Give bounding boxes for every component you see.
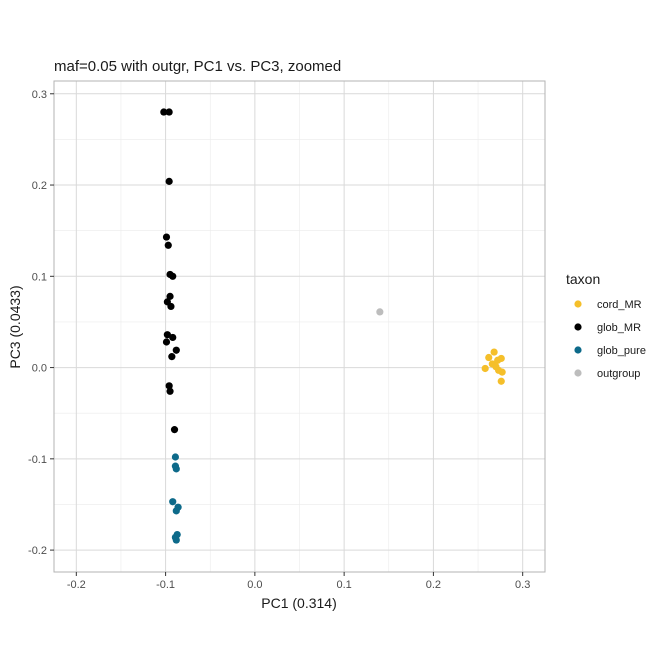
y-tick-label: 0.2 bbox=[32, 180, 47, 192]
data-point bbox=[172, 507, 180, 515]
data-point bbox=[169, 498, 177, 506]
legend-label: outgroup bbox=[597, 368, 640, 380]
legend-label: cord_MR bbox=[597, 299, 642, 311]
scatter-points bbox=[160, 108, 506, 544]
legend-item: glob_MR bbox=[574, 322, 641, 334]
y-tick-label: -0.2 bbox=[28, 545, 47, 557]
chart-title: maf=0.05 with outgr, PC1 vs. PC3, zoomed bbox=[54, 58, 341, 75]
data-point bbox=[172, 536, 180, 544]
series-outgroup bbox=[376, 308, 384, 316]
legend-label: glob_MR bbox=[597, 322, 641, 334]
data-point bbox=[167, 302, 175, 311]
data-point bbox=[492, 363, 500, 371]
y-axis-label: PC3 (0.0433) bbox=[7, 285, 23, 368]
data-point bbox=[376, 308, 384, 316]
grid-lines bbox=[54, 81, 545, 572]
x-tick-label: 0.3 bbox=[515, 579, 530, 591]
x-tick-label: -0.1 bbox=[156, 579, 175, 591]
axis-ticks: -0.2 -0.1 0.0 0.1 0.2 0.3 -0.2 -0.1 0.0 0.1 0.2 0.3 bbox=[28, 89, 530, 591]
data-point bbox=[490, 348, 498, 356]
data-point bbox=[165, 177, 173, 185]
data-point bbox=[497, 354, 505, 363]
x-tick-label: 0.0 bbox=[247, 579, 262, 591]
legend-key bbox=[574, 369, 582, 377]
x-tick-label: -0.2 bbox=[67, 579, 86, 591]
y-tick-label: 0.1 bbox=[32, 271, 47, 283]
legend-key bbox=[574, 300, 582, 308]
data-point bbox=[165, 382, 173, 390]
data-point bbox=[168, 353, 176, 361]
x-axis-label: PC1 (0.314) bbox=[261, 595, 336, 611]
legend-title: taxon bbox=[566, 271, 600, 287]
legend-item: outgroup bbox=[574, 368, 640, 380]
legend: taxon cord_MR glob_MR glob_pure outgroup bbox=[566, 271, 646, 380]
legend-item: glob_pure bbox=[574, 345, 646, 357]
data-point bbox=[166, 387, 174, 395]
data-point bbox=[481, 364, 489, 373]
data-point bbox=[169, 272, 177, 280]
series-glob-MR bbox=[160, 108, 180, 434]
data-point bbox=[172, 346, 180, 354]
x-tick-label: 0.1 bbox=[336, 579, 351, 591]
data-point bbox=[169, 333, 177, 342]
data-point bbox=[164, 241, 172, 249]
data-point bbox=[498, 368, 506, 376]
series-cord-MR bbox=[481, 348, 506, 385]
data-point bbox=[163, 331, 171, 339]
data-point bbox=[171, 453, 180, 461]
data-point bbox=[160, 108, 168, 116]
legend-item: cord_MR bbox=[574, 299, 642, 311]
data-point bbox=[170, 426, 179, 434]
data-point bbox=[165, 108, 173, 116]
legend-key bbox=[574, 346, 582, 354]
x-tick-label: 0.2 bbox=[426, 579, 441, 591]
panel-border bbox=[53, 80, 546, 573]
data-point bbox=[162, 338, 171, 346]
series-glob-pure bbox=[169, 453, 182, 544]
data-point bbox=[485, 353, 493, 362]
y-tick-label: -0.1 bbox=[28, 454, 47, 466]
data-point bbox=[172, 465, 180, 473]
data-point bbox=[162, 233, 171, 241]
legend-key bbox=[574, 323, 582, 331]
data-point bbox=[497, 377, 505, 385]
data-point bbox=[166, 292, 174, 300]
y-tick-label: 0.0 bbox=[32, 363, 47, 375]
legend-label: glob_pure bbox=[597, 345, 646, 357]
y-tick-label: 0.3 bbox=[32, 89, 47, 101]
